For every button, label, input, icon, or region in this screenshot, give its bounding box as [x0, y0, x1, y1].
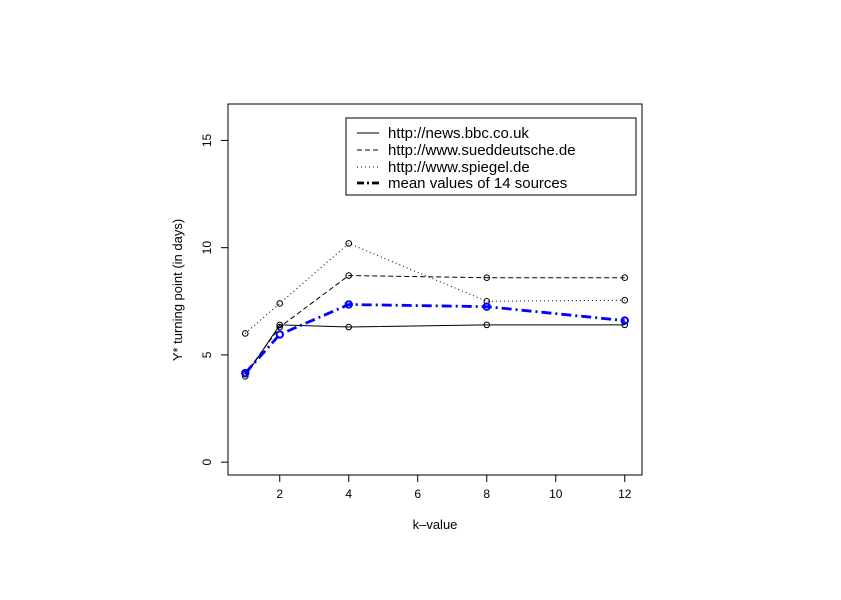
series-4 [241, 300, 629, 378]
legend-label: http://www.sueddeutsche.de [388, 142, 576, 159]
series-line [244, 275, 625, 375]
data-point [241, 368, 250, 378]
x-tick-label: 8 [483, 487, 490, 501]
series-1 [241, 321, 629, 380]
axes-layer: 2 4 6 8 10 12 0 5 10 15 [200, 133, 632, 501]
data-point [345, 240, 353, 247]
x-tick-label: 4 [345, 487, 352, 501]
y-tick-label: 15 [200, 133, 214, 147]
legend-label: http://www.spiegel.de [388, 159, 530, 176]
data-point [621, 274, 629, 282]
y-tick-label: 10 [200, 241, 214, 255]
data-point [483, 321, 491, 329]
x-tick-label: 12 [618, 487, 632, 501]
data-point [482, 302, 491, 311]
data-point [275, 330, 284, 339]
series-line [244, 242, 625, 334]
x-tick-label: 10 [549, 487, 563, 501]
x-axis-label: k–value [413, 517, 458, 532]
legend-box [345, 117, 637, 196]
x-tick-label: 2 [276, 487, 283, 501]
series-layer [241, 240, 629, 380]
data-point [241, 330, 249, 337]
data-point [621, 321, 629, 329]
data-point [621, 296, 629, 304]
legend: http://news.bbc.co.ukhttp://www.sueddeut… [345, 117, 637, 196]
series-3 [241, 240, 629, 337]
series-line [244, 324, 625, 377]
y-tick-label: 5 [200, 351, 214, 358]
data-point [276, 323, 284, 331]
x-tick-label: 6 [414, 487, 421, 501]
data-point [620, 316, 629, 325]
legend-label: mean values of 14 sources [388, 175, 567, 192]
data-point [344, 300, 353, 309]
data-point [483, 274, 491, 282]
series-line [244, 303, 625, 375]
data-point [345, 323, 353, 331]
data-point [345, 272, 353, 279]
y-axis-label: Y* turning point (in days) [170, 219, 185, 361]
y-tick-label: 0 [200, 458, 214, 465]
legend-label: http://news.bbc.co.uk [388, 125, 529, 142]
data-point [276, 300, 284, 307]
